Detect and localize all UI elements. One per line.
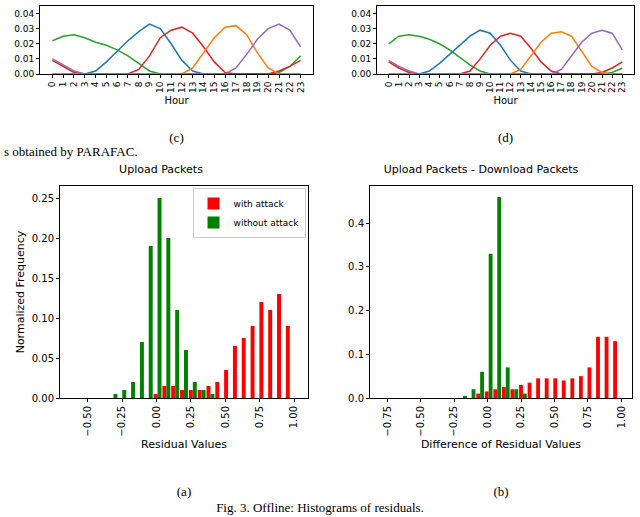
svg-text:0.3: 0.3 bbox=[348, 261, 364, 272]
html-text:(b): (b) bbox=[493, 484, 509, 499]
svg-text:12: 12 bbox=[506, 82, 516, 93]
svg-text:0: 0 bbox=[47, 81, 57, 87]
svg-text:21: 21 bbox=[274, 82, 284, 93]
html-text:(d): (d) bbox=[497, 130, 514, 145]
svg-text:−0.50: −0.50 bbox=[82, 406, 93, 437]
svg-text:Upload Packets: Upload Packets bbox=[119, 163, 203, 176]
svg-text:0.10: 0.10 bbox=[32, 313, 54, 324]
svg-text:10: 10 bbox=[485, 81, 495, 93]
svg-text:0.0: 0.0 bbox=[348, 393, 364, 404]
svg-text:0.04: 0.04 bbox=[14, 9, 34, 19]
svg-text:0.05: 0.05 bbox=[32, 353, 54, 364]
svg-text:19: 19 bbox=[252, 81, 262, 93]
svg-text:4: 4 bbox=[424, 81, 434, 87]
svg-text:23: 23 bbox=[617, 82, 627, 93]
svg-text:3: 3 bbox=[414, 82, 424, 88]
svg-text:17: 17 bbox=[556, 82, 566, 93]
svg-text:0.20: 0.20 bbox=[32, 233, 54, 244]
svg-text:−0.25: −0.25 bbox=[448, 406, 459, 437]
svg-text:1.00: 1.00 bbox=[616, 406, 627, 428]
svg-text:0.01: 0.01 bbox=[351, 54, 371, 64]
html-text:(a): (a) bbox=[176, 484, 192, 499]
svg-text:0.00: 0.00 bbox=[32, 393, 54, 404]
svg-text:0.15: 0.15 bbox=[32, 273, 54, 284]
svg-text:11: 11 bbox=[495, 82, 505, 93]
svg-text:0.1: 0.1 bbox=[348, 349, 364, 360]
svg-text:0.00: 0.00 bbox=[14, 69, 34, 79]
svg-text:0.00: 0.00 bbox=[351, 69, 371, 79]
svg-text:15: 15 bbox=[209, 82, 219, 93]
svg-text:−0.25: −0.25 bbox=[116, 406, 127, 437]
svg-text:0.03: 0.03 bbox=[351, 24, 371, 34]
svg-text:9: 9 bbox=[475, 81, 485, 87]
svg-text:without attack: without attack bbox=[234, 218, 300, 228]
svg-text:16: 16 bbox=[546, 81, 556, 93]
svg-text:19: 19 bbox=[577, 81, 587, 93]
svg-text:Normalized Frequency: Normalized Frequency bbox=[14, 230, 27, 353]
svg-text:0: 0 bbox=[384, 81, 394, 87]
svg-text:1: 1 bbox=[58, 82, 68, 88]
svg-text:13: 13 bbox=[516, 82, 526, 93]
svg-text:22: 22 bbox=[285, 82, 295, 93]
svg-text:−0.75: −0.75 bbox=[382, 406, 393, 437]
svg-text:6: 6 bbox=[445, 81, 455, 87]
svg-text:9: 9 bbox=[144, 81, 154, 87]
svg-text:0.75: 0.75 bbox=[254, 406, 265, 428]
svg-text:10: 10 bbox=[155, 81, 165, 93]
svg-text:0.50: 0.50 bbox=[549, 406, 560, 428]
svg-text:15: 15 bbox=[536, 82, 546, 93]
svg-text:0.01: 0.01 bbox=[14, 54, 34, 64]
svg-text:0.02: 0.02 bbox=[351, 39, 371, 49]
svg-text:0.2: 0.2 bbox=[348, 305, 364, 316]
svg-text:23: 23 bbox=[296, 82, 306, 93]
svg-text:7: 7 bbox=[123, 82, 133, 88]
svg-text:0.00: 0.00 bbox=[482, 406, 493, 428]
svg-text:21: 21 bbox=[597, 82, 607, 93]
svg-text:0.03: 0.03 bbox=[14, 24, 34, 34]
svg-text:0.25: 0.25 bbox=[515, 406, 526, 428]
svg-text:0.4: 0.4 bbox=[348, 218, 364, 229]
svg-text:20: 20 bbox=[263, 81, 273, 93]
svg-text:6: 6 bbox=[112, 81, 122, 87]
svg-text:4: 4 bbox=[90, 81, 100, 87]
svg-text:14: 14 bbox=[198, 81, 208, 93]
svg-text:11: 11 bbox=[166, 82, 176, 93]
svg-text:Residual Values: Residual Values bbox=[141, 438, 227, 451]
svg-text:0.75: 0.75 bbox=[582, 406, 593, 428]
svg-text:20: 20 bbox=[587, 81, 597, 93]
svg-text:17: 17 bbox=[231, 82, 241, 93]
svg-text:Hour: Hour bbox=[164, 95, 189, 106]
svg-text:5: 5 bbox=[434, 82, 444, 88]
svg-text:8: 8 bbox=[465, 81, 475, 87]
svg-text:0.25: 0.25 bbox=[185, 406, 196, 428]
svg-text:1: 1 bbox=[394, 82, 404, 88]
svg-text:Hour: Hour bbox=[493, 95, 518, 106]
html-text:Fig. 3. Offline: Histograms of: Fig. 3. Offline: Histograms of residuals… bbox=[216, 500, 424, 515]
svg-text:22: 22 bbox=[607, 82, 617, 93]
svg-text:14: 14 bbox=[526, 81, 536, 93]
svg-text:0.00: 0.00 bbox=[151, 406, 162, 428]
svg-text:3: 3 bbox=[80, 82, 90, 88]
svg-text:0.50: 0.50 bbox=[220, 406, 231, 428]
html-text:s obtained by PARAFAC.: s obtained by PARAFAC. bbox=[4, 144, 138, 159]
svg-text:13: 13 bbox=[188, 82, 198, 93]
svg-text:18: 18 bbox=[566, 81, 576, 93]
svg-text:with attack: with attack bbox=[234, 199, 285, 209]
svg-text:5: 5 bbox=[101, 82, 111, 88]
svg-text:Difference of Residual Values: Difference of Residual Values bbox=[421, 438, 581, 451]
svg-text:−0.50: −0.50 bbox=[415, 406, 426, 437]
svg-text:Upload Packets - Download Pack: Upload Packets - Download Packets bbox=[384, 163, 579, 176]
svg-text:2: 2 bbox=[69, 82, 79, 88]
svg-text:8: 8 bbox=[134, 81, 144, 87]
svg-text:12: 12 bbox=[177, 82, 187, 93]
html-text:(c): (c) bbox=[169, 130, 184, 145]
svg-text:7: 7 bbox=[455, 82, 465, 88]
svg-text:18: 18 bbox=[242, 81, 252, 93]
svg-text:0.25: 0.25 bbox=[32, 193, 54, 204]
svg-text:2: 2 bbox=[404, 82, 414, 88]
svg-text:16: 16 bbox=[220, 81, 230, 93]
svg-text:0.02: 0.02 bbox=[14, 39, 34, 49]
svg-text:0.04: 0.04 bbox=[351, 9, 371, 19]
svg-text:1.00: 1.00 bbox=[288, 406, 299, 428]
